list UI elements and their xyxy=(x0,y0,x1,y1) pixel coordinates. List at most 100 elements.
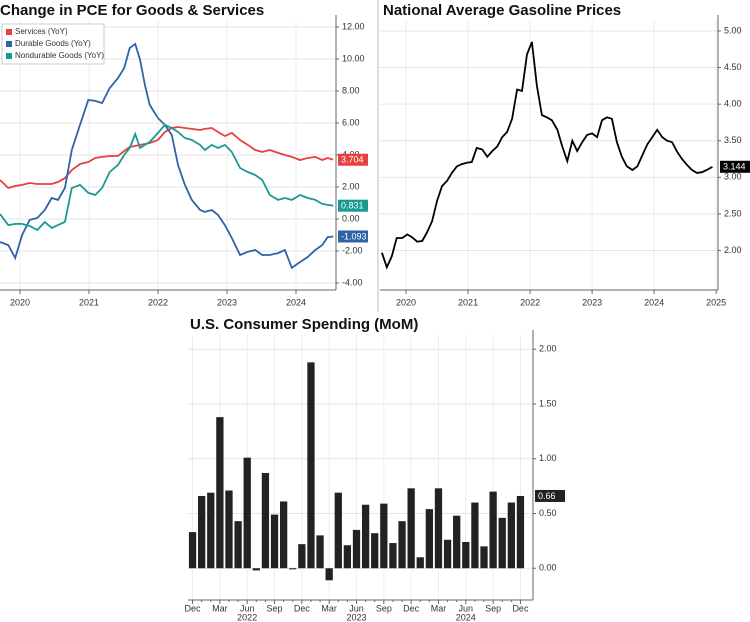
x-tick-label: Sep xyxy=(376,603,392,613)
y-tick-label: 5.00 xyxy=(724,25,742,35)
x-group-label: 2023 xyxy=(346,612,366,622)
y-tick-label: 4.50 xyxy=(724,62,742,72)
end-label: 0.831 xyxy=(341,201,364,211)
y-tick-label: 2.00 xyxy=(724,245,742,255)
y-tick-label: 0.50 xyxy=(539,508,557,518)
chart-title: Change in PCE for Goods & Services xyxy=(0,2,264,19)
y-tick-label: 4.00 xyxy=(724,99,742,109)
y-tick-label: 0.00 xyxy=(342,213,360,223)
x-tick-label: 2023 xyxy=(217,297,237,307)
y-tick-label: 6.00 xyxy=(342,117,360,127)
end-label-box xyxy=(338,199,368,212)
line xyxy=(381,41,713,270)
bar xyxy=(325,568,333,581)
y-tick-label: 2.00 xyxy=(539,344,557,354)
x-tick-label: Mar xyxy=(431,603,447,613)
legend-swatch xyxy=(6,53,12,59)
legend-box xyxy=(1,23,105,65)
bar xyxy=(507,502,515,569)
bar xyxy=(489,491,497,569)
x-tick-label: Dec xyxy=(512,603,529,613)
x-tick-label: 2024 xyxy=(286,297,306,307)
bar xyxy=(198,495,206,569)
bar xyxy=(270,514,279,569)
end-label-box xyxy=(535,489,565,502)
y-tick-label: -4.00 xyxy=(342,277,363,287)
x-tick-label: Sep xyxy=(267,603,283,613)
y-tick-label: 2.00 xyxy=(342,181,360,191)
x-tick-label: 2022 xyxy=(520,297,540,307)
bar xyxy=(307,362,315,569)
bar xyxy=(279,501,288,569)
bar xyxy=(289,568,297,570)
x-tick-label: Jun xyxy=(459,603,474,613)
x-tick-label: 2021 xyxy=(79,297,99,307)
bar xyxy=(434,488,443,569)
legend-swatch xyxy=(6,29,12,35)
bar xyxy=(480,546,488,569)
x-group-label: 2022 xyxy=(237,612,257,622)
legend-label: Nondurable Goods (YoY) xyxy=(15,51,104,60)
bar xyxy=(234,521,242,569)
legend-swatch xyxy=(6,41,12,47)
bar xyxy=(462,541,470,569)
legend-label: Durable Goods (YoY) xyxy=(15,39,91,48)
x-tick-label: 2024 xyxy=(644,297,664,307)
bar xyxy=(261,472,270,569)
y-tick-label: 8.00 xyxy=(342,85,360,95)
bar xyxy=(443,539,452,569)
bar xyxy=(371,533,379,569)
bar xyxy=(380,503,388,569)
legend-label: Services (YoY) xyxy=(15,27,68,36)
bar xyxy=(471,502,479,569)
bar xyxy=(207,492,215,569)
line xyxy=(0,126,334,190)
bar xyxy=(298,544,306,569)
end-label: 3.704 xyxy=(341,155,364,165)
bar xyxy=(316,535,324,569)
bar xyxy=(498,517,506,569)
end-label-box xyxy=(338,230,368,243)
y-tick-label: 3.00 xyxy=(724,172,742,182)
chart-title: National Average Gasoline Prices xyxy=(383,2,621,19)
end-label: -1.093 xyxy=(341,231,367,241)
x-tick-label: Dec xyxy=(185,603,202,613)
bar xyxy=(453,515,461,569)
bar xyxy=(352,529,361,569)
bar xyxy=(334,492,342,569)
end-label-box xyxy=(720,160,750,173)
x-tick-label: 2025 xyxy=(706,297,726,307)
bar xyxy=(398,521,406,569)
y-tick-label: 12.00 xyxy=(342,21,365,31)
end-label-box xyxy=(338,153,368,166)
x-tick-label: Mar xyxy=(212,603,228,613)
x-tick-label: Jun xyxy=(240,603,255,613)
x-tick-label: Jun xyxy=(349,603,364,613)
y-tick-label: 3.50 xyxy=(724,135,742,145)
line xyxy=(0,123,334,232)
bar xyxy=(389,543,397,569)
y-tick-label: -2.00 xyxy=(342,245,363,255)
x-group-label: 2024 xyxy=(456,612,476,622)
x-tick-label: Dec xyxy=(294,603,311,613)
y-tick-label: 1.50 xyxy=(539,398,557,408)
x-tick-label: 2020 xyxy=(396,297,416,307)
bar xyxy=(225,490,233,569)
y-tick-label: 1.00 xyxy=(539,453,557,463)
bar xyxy=(416,557,424,569)
x-tick-label: 2021 xyxy=(458,297,478,307)
y-tick-label: 10.00 xyxy=(342,53,365,63)
x-tick-label: Dec xyxy=(403,603,420,613)
y-tick-label: 2.50 xyxy=(724,208,742,218)
x-tick-label: 2020 xyxy=(10,297,30,307)
bar xyxy=(216,417,224,569)
bar xyxy=(252,568,260,571)
end-label: 3.144 xyxy=(723,162,746,172)
x-tick-label: 2023 xyxy=(582,297,602,307)
chart-title: U.S. Consumer Spending (MoM) xyxy=(190,316,418,333)
bar xyxy=(425,509,434,569)
x-tick-label: 2022 xyxy=(148,297,168,307)
line xyxy=(0,42,334,270)
x-tick-label: Mar xyxy=(321,603,337,613)
